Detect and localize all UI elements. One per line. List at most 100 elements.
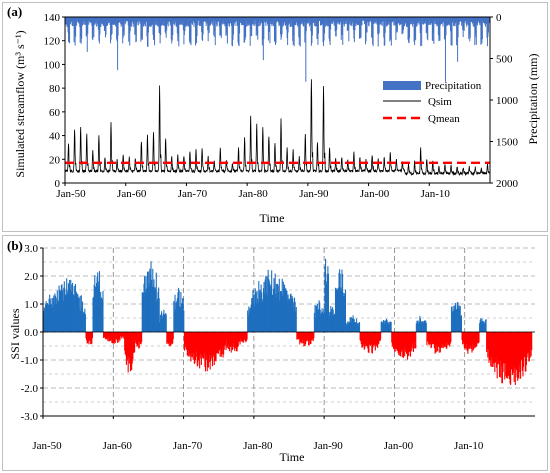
ssi-bar <box>519 332 521 373</box>
precipitation-bar <box>444 17 446 82</box>
y-right-tick-label-a: 1000 <box>496 95 519 107</box>
ssi-bar <box>103 332 105 338</box>
ssi-bar <box>528 332 530 362</box>
precipitation-bar <box>330 17 332 30</box>
ssi-bar <box>145 288 147 332</box>
ssi-bar <box>221 332 224 347</box>
precipitation-bar <box>422 17 424 24</box>
ssi-bar <box>369 332 371 344</box>
precipitation-bar <box>375 17 377 24</box>
precipitation-bar <box>144 17 146 23</box>
precipitation-bar <box>152 17 154 35</box>
precipitation-bar <box>387 17 389 25</box>
precipitation-bar <box>232 17 234 35</box>
ssi-bar <box>353 319 355 332</box>
precipitation-bar <box>100 17 102 24</box>
precipitation-bar <box>74 17 76 46</box>
precipitation-bar <box>293 17 295 47</box>
ssi-bar <box>169 332 171 343</box>
ssi-bar <box>368 332 370 353</box>
ssi-bar <box>326 284 328 332</box>
ssi-bar <box>245 332 248 341</box>
precipitation-bar <box>484 17 486 25</box>
precipitation-bar <box>289 17 291 27</box>
ssi-bar <box>474 332 476 348</box>
x-tick-label-a: Jan-50 <box>56 188 86 200</box>
ssi-bar <box>227 332 229 350</box>
precipitation-bar <box>430 17 432 24</box>
ssi-bar <box>139 332 141 342</box>
ssi-bar <box>370 332 372 347</box>
ssi-bar <box>315 317 317 332</box>
precipitation-bar <box>110 17 112 44</box>
ssi-bar <box>372 332 374 348</box>
ssi-bar <box>81 308 83 332</box>
ssi-bar <box>341 269 343 332</box>
precipitation-bar <box>209 17 211 26</box>
ssi-bar <box>213 332 215 355</box>
precipitation-bar <box>112 17 114 24</box>
precipitation-bar <box>263 17 265 40</box>
precipitation-bar <box>383 17 385 46</box>
axes-b <box>42 248 535 417</box>
precipitation-bar <box>93 17 95 38</box>
precipitation-bar <box>463 17 465 31</box>
ssi-bar <box>260 299 262 332</box>
ssi-bar <box>60 284 62 332</box>
precipitation-bar <box>315 17 317 27</box>
precipitation-bar <box>328 17 330 39</box>
precipitation-bar <box>409 17 411 39</box>
ssi-bar <box>100 297 102 332</box>
ssi-bar <box>162 315 164 332</box>
ssi-bar <box>131 332 133 371</box>
precipitation-bar <box>344 17 346 25</box>
y-right-tick-label-a: 0 <box>496 12 502 24</box>
ssi-bar <box>176 301 178 332</box>
ssi-bar <box>469 332 471 349</box>
ssi-bar <box>182 298 184 332</box>
ssi-bar <box>377 332 379 348</box>
ssi-bar <box>321 308 323 332</box>
ssi-bar <box>297 332 299 339</box>
ssi-bar <box>443 332 446 348</box>
precipitation-bar <box>106 17 108 26</box>
precipitation-bar <box>441 17 443 21</box>
ssi-bar <box>275 283 277 332</box>
precipitation-bar <box>83 17 85 21</box>
ssi-bar <box>93 284 95 332</box>
precipitation-bar <box>245 17 247 38</box>
ssi-bar <box>81 301 84 332</box>
ssi-bar <box>214 332 216 362</box>
ssi-bar <box>47 304 49 332</box>
ssi-bar <box>150 261 152 332</box>
precipitation-bar <box>376 17 378 21</box>
ssi-bar <box>177 292 179 332</box>
ssi-bar <box>381 322 383 332</box>
precipitation-bar <box>424 17 426 24</box>
precipitation-bar <box>343 17 345 27</box>
ssi-bar <box>78 297 80 332</box>
precipitation-bar <box>205 17 207 26</box>
ssi-chart: 3.0 2.0 1.0 0.0 -1.0 -2.0 -3.0 Jan-50 Jan-60 Jan-… <box>7 238 535 464</box>
precipitation-bar <box>452 17 454 21</box>
precipitation-bar <box>472 17 474 25</box>
ssi-bar <box>76 294 78 332</box>
precipitation-bar <box>398 17 400 23</box>
ssi-bar <box>340 287 342 332</box>
ssi-bar <box>109 332 111 341</box>
precipitation-bar <box>269 17 271 44</box>
ssi-bar <box>73 285 75 332</box>
precipitation-bar <box>156 17 158 23</box>
ssi-bar <box>180 292 182 332</box>
precipitation-bar <box>488 17 490 24</box>
ssi-bar <box>217 332 219 353</box>
ssi-bar <box>302 332 304 340</box>
ssi-bar <box>423 323 425 332</box>
ssi-bar <box>383 320 385 332</box>
ssi-bar <box>277 285 279 332</box>
y-right-tick-label-a: 1500 <box>496 137 519 149</box>
precipitation-bar <box>89 17 91 23</box>
precipitation-bar <box>384 17 386 33</box>
ssi-bar <box>468 332 470 350</box>
ssi-bar <box>308 332 310 346</box>
